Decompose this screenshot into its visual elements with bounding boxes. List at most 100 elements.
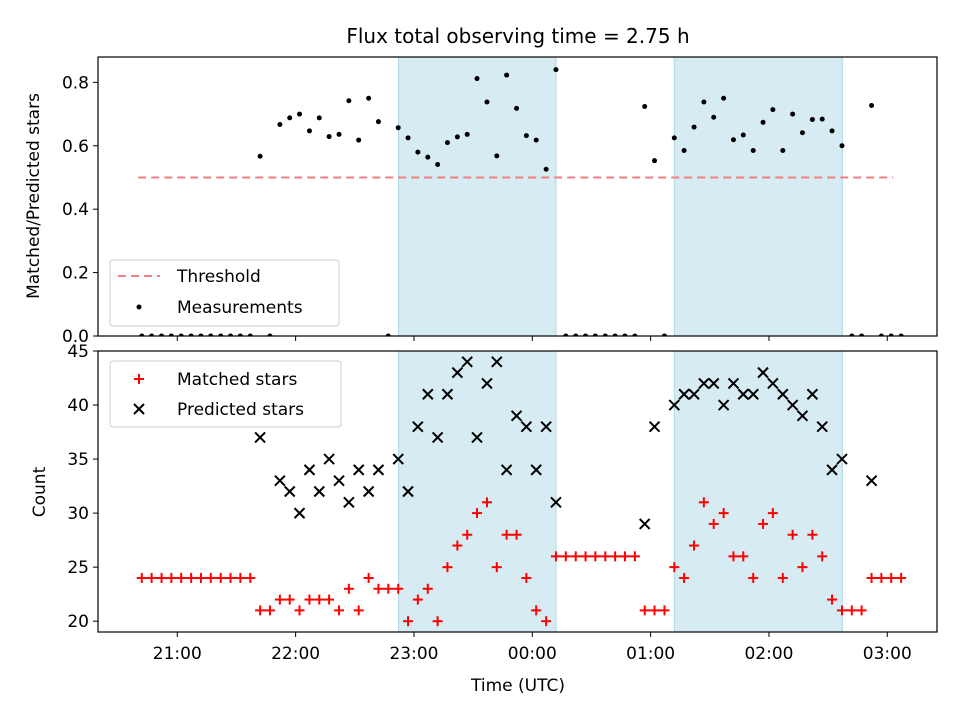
- measurement-point: [149, 333, 155, 336]
- predicted-point: [648, 420, 661, 433]
- measurement-point: [336, 131, 342, 137]
- matched-point: [343, 583, 354, 594]
- matched-point: [738, 551, 749, 562]
- matched-point: [176, 572, 187, 583]
- predicted-point: [510, 410, 523, 422]
- measurement-point: [809, 116, 815, 122]
- y-tick-label: 0.4: [62, 200, 89, 220]
- matched-point: [708, 518, 719, 529]
- measurement-point: [583, 333, 589, 336]
- matched-point: [363, 572, 374, 583]
- matched-point: [481, 497, 492, 508]
- matched-point: [560, 551, 571, 562]
- x-tick-label: 00:00: [508, 644, 557, 664]
- predicted-point: [333, 474, 345, 487]
- measurement-point: [237, 333, 243, 336]
- matched-point: [886, 572, 897, 583]
- matched-point: [304, 594, 315, 605]
- plot-area: [138, 67, 904, 336]
- top-ylabel: Matched/Predicted stars: [24, 93, 44, 299]
- y-tick-label: 0.0: [62, 327, 89, 347]
- measurement-point: [691, 124, 697, 130]
- predicted-point: [441, 388, 454, 400]
- predicted-point: [786, 399, 799, 411]
- measurement-point: [139, 333, 145, 336]
- measurement-point: [740, 132, 746, 138]
- measurement-point: [622, 333, 628, 336]
- y-tick-label: 40: [67, 396, 89, 416]
- measurement-point: [533, 137, 539, 143]
- predicted-point: [520, 420, 533, 433]
- matched-point: [836, 605, 847, 616]
- matched-point: [758, 518, 769, 529]
- matched-point: [205, 572, 216, 583]
- bottom-ylabel: Count: [30, 466, 50, 517]
- x-tick-label: 02:00: [744, 644, 793, 664]
- predicted-point: [392, 453, 404, 465]
- matched-point: [866, 572, 877, 583]
- measurement-point: [464, 131, 470, 137]
- predicted-point: [491, 356, 503, 368]
- predicted-point: [352, 464, 365, 476]
- matched-point: [856, 605, 867, 616]
- matched-point: [225, 572, 236, 583]
- matched-point: [827, 594, 838, 605]
- measurement-point: [514, 105, 520, 111]
- predicted-point: [362, 485, 375, 498]
- predicted-point: [777, 388, 789, 400]
- predicted-point: [550, 496, 562, 509]
- legend-threshold-label: Threshold: [176, 267, 261, 287]
- matched-point: [550, 551, 561, 562]
- measurement-point: [563, 333, 569, 336]
- predicted-point: [737, 388, 749, 400]
- predicted-point: [274, 474, 286, 487]
- measurement-point: [790, 111, 796, 117]
- matched-point: [659, 605, 670, 616]
- measurement-point: [297, 111, 303, 117]
- measurement-point: [829, 128, 835, 134]
- measurement-point: [356, 137, 362, 143]
- measurement-point: [543, 166, 549, 172]
- y-tick-label: 25: [67, 558, 89, 578]
- measurement-point: [306, 128, 312, 134]
- matched-point: [817, 551, 828, 562]
- measurement-point: [730, 137, 736, 143]
- plot-area: [136, 356, 907, 627]
- predicted-point: [865, 474, 878, 487]
- predicted-point: [747, 388, 759, 400]
- x-axis-label: Time (UTC): [470, 676, 565, 696]
- matched-point: [314, 594, 325, 605]
- matched-point: [373, 583, 384, 594]
- predicted-point: [500, 464, 513, 476]
- axes-frame: [97, 350, 938, 633]
- measurement-point: [484, 99, 490, 105]
- legend-measurements-label: Measurements: [177, 298, 303, 318]
- y-tick-label: 35: [67, 450, 89, 470]
- measurement-point: [701, 99, 707, 105]
- matched-point: [669, 562, 680, 573]
- measurement-point: [375, 119, 381, 125]
- measurement-point: [415, 149, 421, 155]
- measurement-point: [504, 72, 510, 78]
- measurement-point: [159, 333, 165, 336]
- legend-matched-label: Matched stars: [177, 370, 297, 390]
- measurement-point: [888, 333, 894, 336]
- measurement-point: [671, 135, 677, 141]
- predicted-point: [303, 464, 316, 476]
- y-tick-label: 30: [67, 504, 89, 524]
- measurement-point: [395, 125, 401, 131]
- y-tick-label: 0.6: [62, 137, 89, 157]
- measurement-point: [474, 76, 480, 82]
- matched-point: [462, 529, 473, 540]
- matched-point: [570, 551, 581, 562]
- matched-point: [403, 616, 414, 627]
- matched-point: [393, 583, 404, 594]
- matched-point: [846, 605, 857, 616]
- predicted-point: [451, 366, 464, 379]
- predicted-point: [530, 464, 542, 476]
- predicted-point: [254, 431, 266, 444]
- predicted-point: [412, 420, 424, 433]
- matched-point: [274, 594, 285, 605]
- matched-point: [501, 529, 512, 540]
